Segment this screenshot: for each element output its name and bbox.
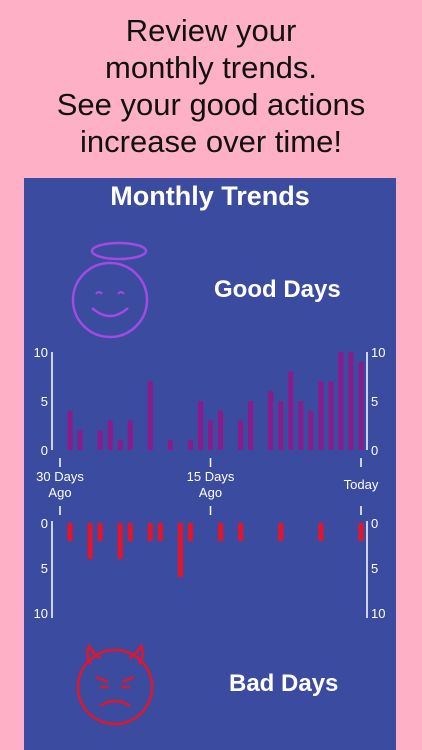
y-tick-label: 0 [371, 443, 378, 458]
trends-panel: Monthly Trends 0 0 5 5 10 10 [24, 178, 396, 750]
good-day-bar [338, 352, 344, 450]
y-tick-label: 10 [371, 606, 385, 621]
good-day-bar [248, 401, 254, 450]
bad-day-bar [358, 523, 364, 541]
bad-days-label: Bad Days [229, 670, 339, 697]
bad-day-bar [147, 523, 153, 541]
good-day-bar [208, 420, 213, 450]
good-day-bar [278, 401, 284, 450]
bad-day-bar [97, 523, 103, 541]
good-day-bar [197, 401, 203, 450]
good-day-bar [298, 401, 304, 450]
good-day-bar [288, 371, 294, 450]
bad-day-bar [318, 523, 324, 541]
caption-line: See your good actions [56, 87, 366, 122]
bad-day-bar [278, 523, 284, 541]
caption-line: monthly trends. [105, 50, 317, 85]
bad-days-chart: 0 0 5 5 10 10 [34, 516, 386, 621]
devil-angry-icon [76, 643, 154, 726]
bad-day-bar [117, 523, 123, 559]
good-day-bar [67, 410, 73, 450]
good-day-bar [268, 391, 274, 450]
bad-day-bar [187, 523, 193, 541]
angel-smiley-icon [71, 241, 149, 339]
y-tick-label: 10 [34, 345, 48, 360]
good-day-bar [147, 381, 153, 450]
y-tick-label: 0 [41, 443, 48, 458]
good-day-bar [238, 420, 244, 450]
promo-caption: Review your monthly trends. See your goo… [0, 12, 422, 160]
bad-day-bar [157, 523, 163, 541]
good-day-bar [218, 410, 224, 450]
bad-day-bar [87, 523, 93, 559]
bad-day-bar [238, 523, 244, 541]
y-tick-label: 0 [41, 516, 48, 531]
y-tick-label: 0 [371, 516, 378, 531]
y-tick-label: 10 [34, 606, 48, 621]
good-days-chart: 0 0 5 5 10 10 [34, 345, 386, 458]
x-tick-label: Today [344, 477, 379, 492]
good-day-bar [358, 361, 364, 450]
y-tick-label: 5 [41, 561, 48, 576]
good-day-bar [328, 381, 334, 450]
good-day-bar [318, 381, 324, 450]
good-day-bar [167, 440, 173, 450]
good-days-label: Good Days [214, 276, 341, 303]
good-day-bar [308, 410, 314, 450]
bad-day-bar [177, 523, 183, 577]
bad-day-bar [127, 523, 133, 541]
caption-line: Review your [125, 13, 297, 48]
good-day-bar [97, 430, 103, 450]
good-day-bar [187, 440, 193, 450]
y-tick-label: 5 [371, 561, 378, 576]
bad-day-bar [67, 523, 73, 541]
x-tick-label: Ago [48, 485, 71, 500]
x-tick-label: 30 Days [36, 469, 84, 484]
good-day-bar [77, 430, 83, 450]
caption-line: increase over time! [80, 124, 342, 159]
x-tick-label: Ago [199, 485, 222, 500]
x-tick-label: 15 Days [187, 469, 235, 484]
y-tick-label: 10 [371, 345, 385, 360]
panel-title: Monthly Trends [110, 181, 310, 211]
y-tick-label: 5 [371, 394, 378, 409]
good-day-bar [348, 352, 354, 450]
good-day-bar [117, 440, 123, 450]
y-tick-label: 5 [41, 394, 48, 409]
bad-day-bar [218, 523, 224, 541]
good-day-bar [127, 420, 133, 450]
good-day-bar [107, 420, 113, 450]
